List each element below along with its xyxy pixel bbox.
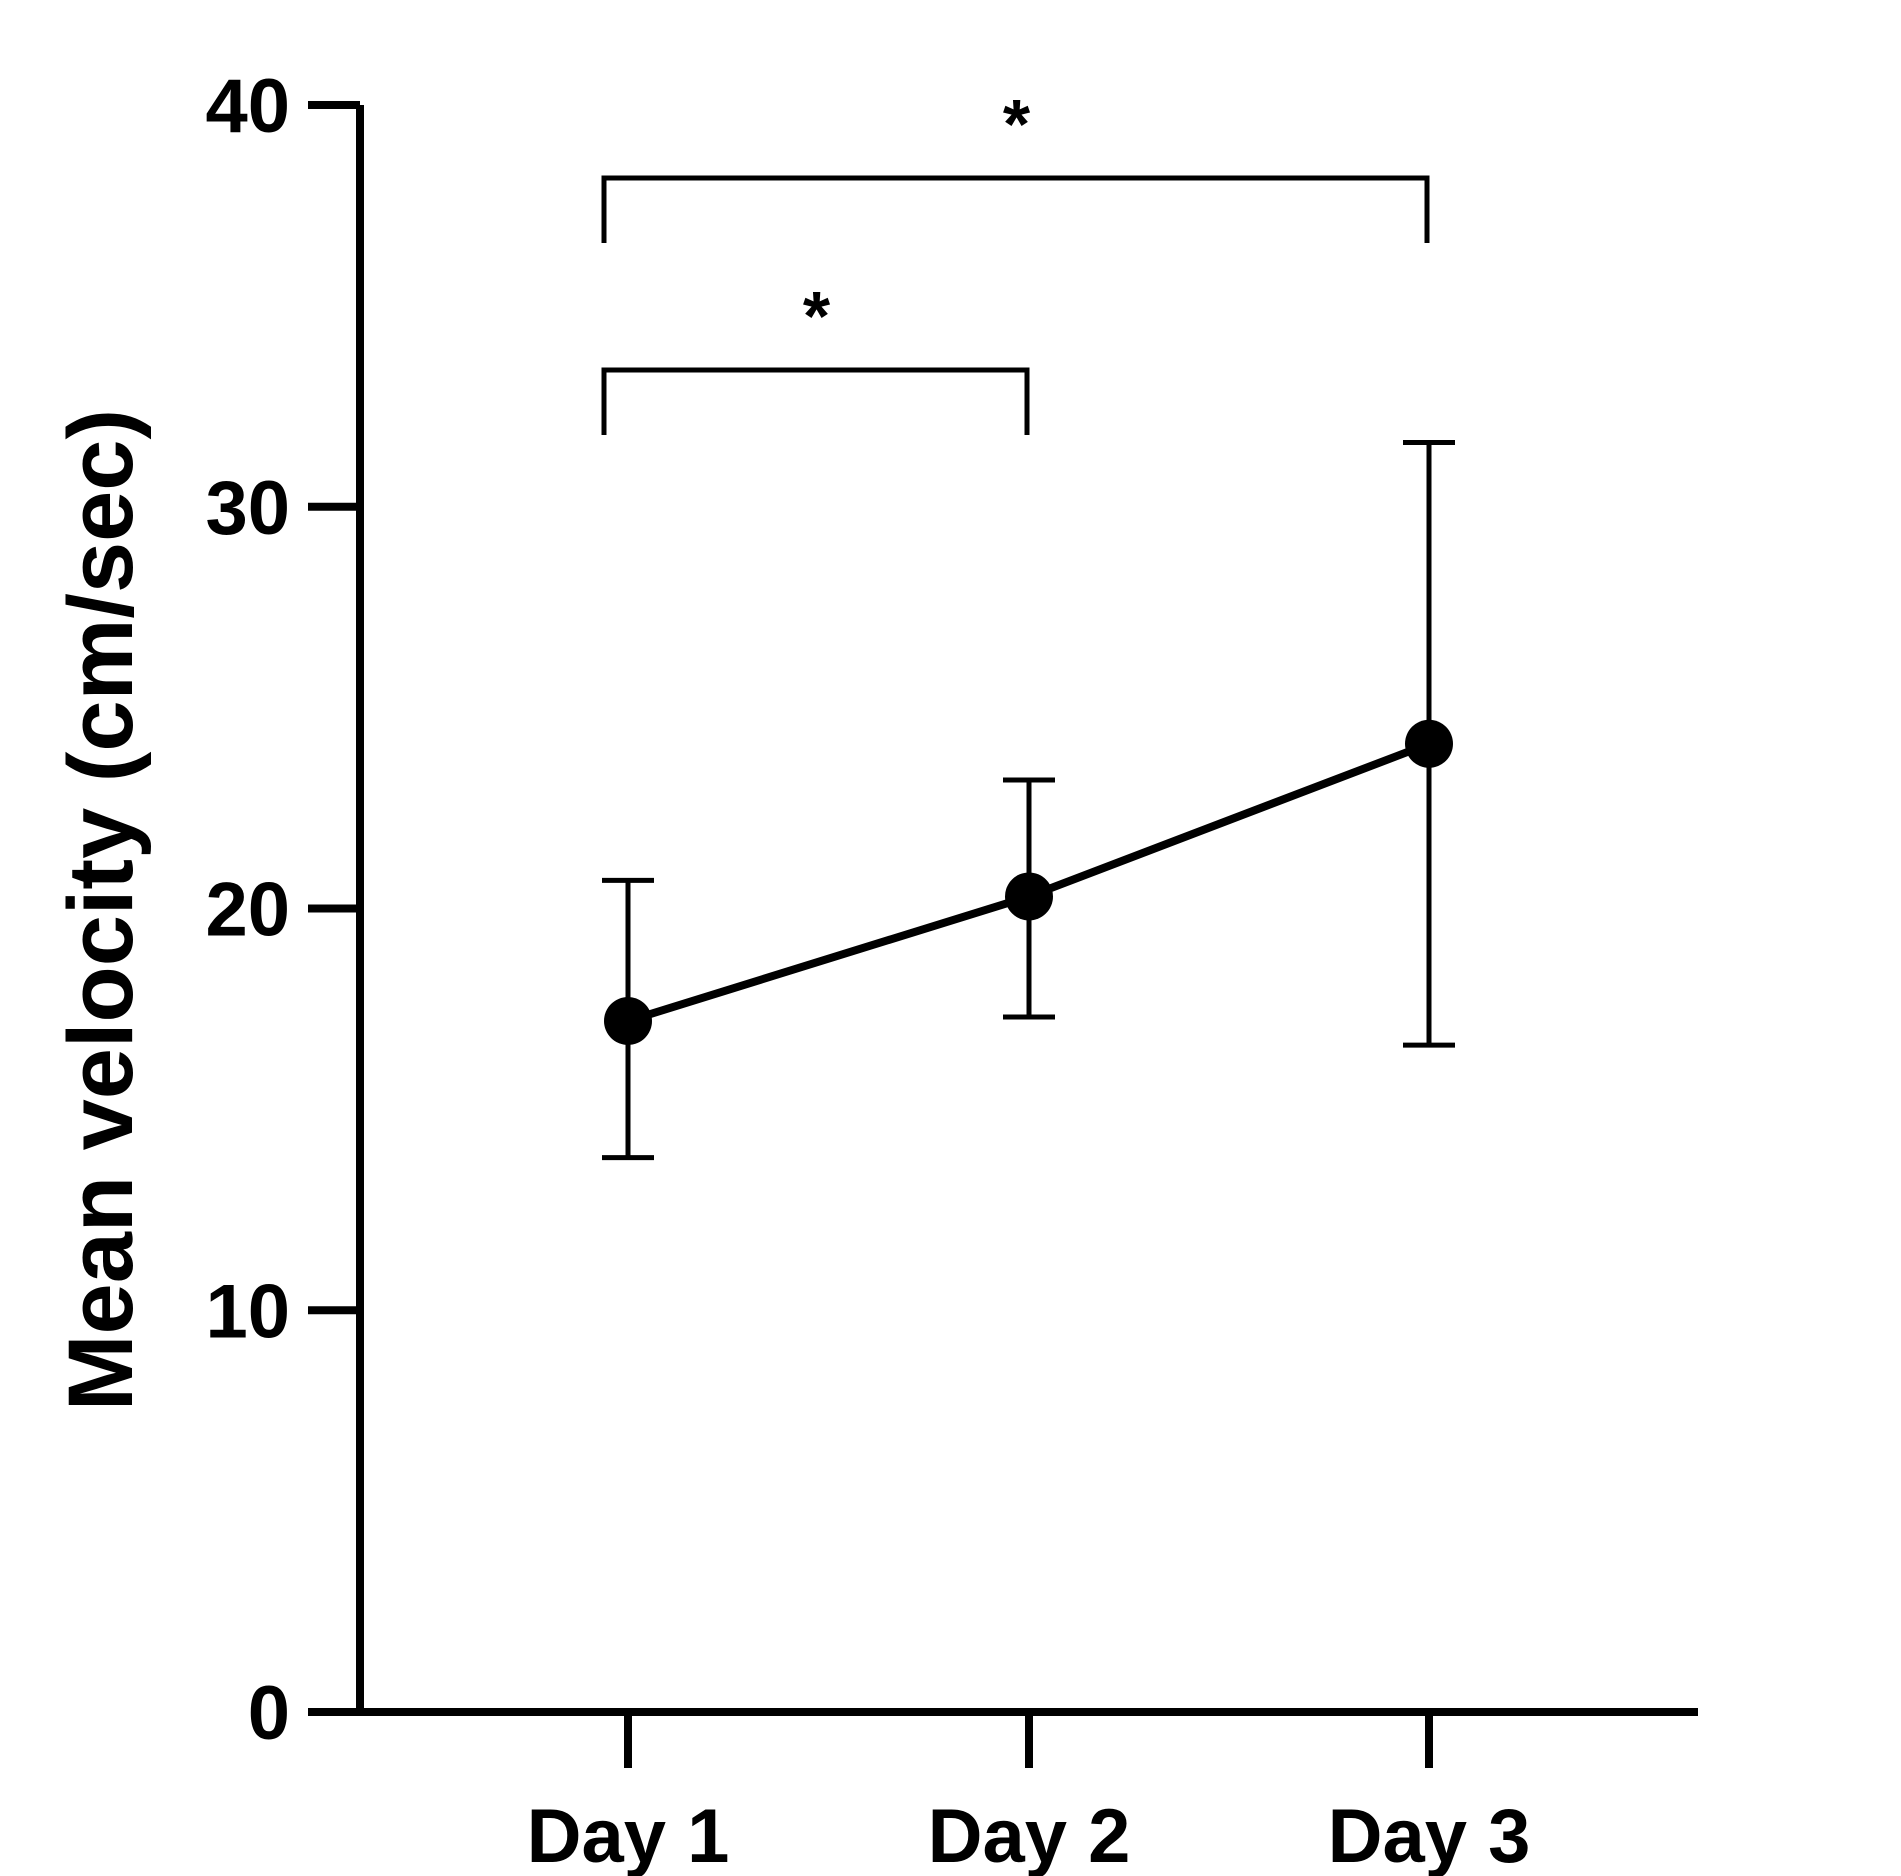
y-axis-label: Mean velocity (cm/sec) — [50, 409, 152, 1411]
x-tick-label-3: Day 3 — [1328, 1794, 1531, 1876]
y-tick-label-40: 40 — [205, 64, 290, 149]
significance-brackets: ** — [601, 85, 1430, 435]
x-ticks: Day 1 Day 2 Day 3 — [527, 1712, 1531, 1876]
data-point-3 — [1405, 719, 1453, 768]
significance-star-2: * — [1003, 85, 1031, 163]
significance-bracket-1 — [601, 367, 1030, 435]
series — [604, 719, 1453, 1045]
x-tick-label-2: Day 2 — [928, 1794, 1131, 1876]
data-point-1 — [604, 996, 652, 1045]
significance-star-1: * — [803, 277, 831, 355]
y-tick-label-0: 0 — [248, 1671, 290, 1756]
y-tick-label-10: 10 — [205, 1269, 290, 1354]
significance-bracket-2 — [601, 175, 1430, 243]
data-point-2 — [1005, 872, 1053, 921]
x-tick-label-1: Day 1 — [527, 1794, 730, 1876]
y-tick-label-20: 20 — [205, 868, 290, 953]
y-tick-label-30: 30 — [205, 466, 290, 551]
error-bars — [602, 439, 1455, 1161]
y-ticks: 0 10 20 30 40 — [205, 64, 360, 1756]
